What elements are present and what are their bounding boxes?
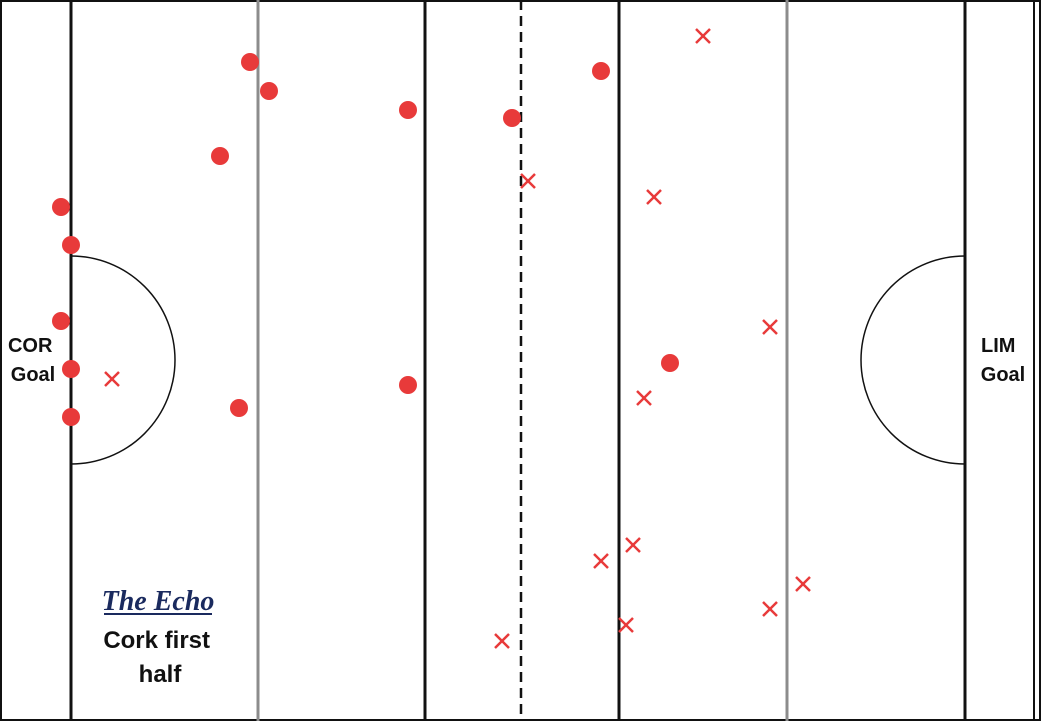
- score-marker: [399, 101, 417, 119]
- miss-marker: [593, 553, 609, 569]
- score-marker: [52, 198, 70, 216]
- miss-marker-stroke: [625, 537, 641, 553]
- chart-caption-line2: half: [139, 661, 183, 688]
- miss-marker-stroke: [104, 371, 120, 387]
- score-marker: [62, 236, 80, 254]
- miss-marker: [625, 537, 641, 553]
- right-semicircle: [860, 255, 966, 465]
- score-marker: [211, 147, 229, 165]
- left-goal-label-line1: COR: [8, 335, 53, 357]
- miss-marker-stroke: [520, 173, 536, 189]
- miss-marker: [646, 189, 662, 205]
- miss-marker-stroke: [795, 576, 811, 592]
- miss-marker-stroke: [593, 553, 609, 569]
- miss-marker: [795, 576, 811, 592]
- chart-caption-line1: Cork first: [103, 627, 210, 654]
- score-marker: [399, 376, 417, 394]
- score-marker: [503, 109, 521, 127]
- left-semicircle: [70, 255, 176, 465]
- miss-marker-stroke: [618, 617, 634, 633]
- miss-marker: [636, 390, 652, 406]
- miss-marker: [695, 28, 711, 44]
- miss-marker-stroke: [762, 601, 778, 617]
- echo-logo: The Echo: [102, 586, 215, 617]
- miss-marker: [762, 319, 778, 335]
- score-marker: [661, 354, 679, 372]
- chart-caption: Cork first half: [103, 627, 216, 688]
- score-marker: [260, 82, 278, 100]
- score-marker: [52, 312, 70, 330]
- left-goal-label-line2: Goal: [11, 364, 55, 386]
- miss-marker: [520, 173, 536, 189]
- score-marker: [62, 408, 80, 426]
- miss-marker-stroke: [646, 189, 662, 205]
- shot-markers: [52, 28, 811, 649]
- miss-marker-stroke: [762, 319, 778, 335]
- miss-marker-stroke: [494, 633, 510, 649]
- miss-marker: [104, 371, 120, 387]
- miss-marker-stroke: [695, 28, 711, 44]
- left-goal-label: COR Goal: [8, 335, 58, 386]
- miss-marker: [618, 617, 634, 633]
- score-marker: [241, 53, 259, 71]
- score-marker: [62, 360, 80, 378]
- right-goal-label: LIM Goal: [981, 335, 1025, 386]
- miss-marker-stroke: [636, 390, 652, 406]
- miss-marker: [494, 633, 510, 649]
- miss-marker: [762, 601, 778, 617]
- right-goal-label-line1: LIM: [981, 335, 1015, 357]
- score-marker: [592, 62, 610, 80]
- right-goal-label-line2: Goal: [981, 364, 1025, 386]
- score-marker: [230, 399, 248, 417]
